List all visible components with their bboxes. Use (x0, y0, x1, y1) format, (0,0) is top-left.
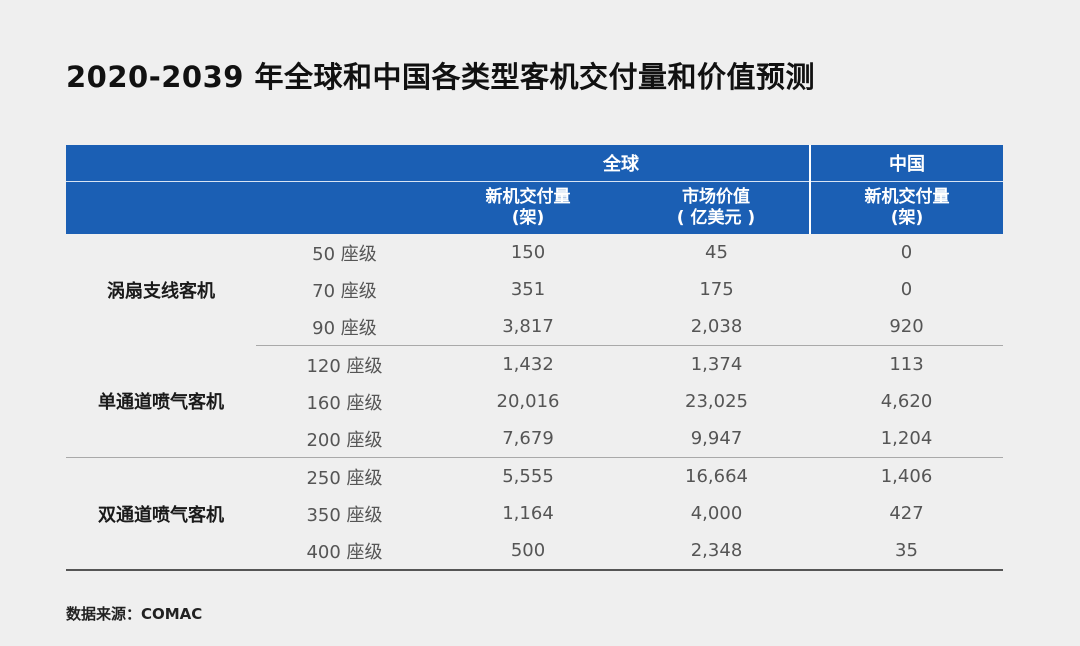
china-deliveries-cell: 1,406 (880, 466, 933, 487)
china-deliveries-cell: 4,620 (880, 391, 933, 412)
global-deliveries-cell: 3,817 (433, 308, 623, 346)
global-deliveries-cell: 7,679 (433, 420, 623, 458)
global-deliveries-cell: 500 (433, 532, 623, 571)
seats-cell: 70 座级 (312, 280, 377, 302)
source-note: 数据来源：COMAC (66, 605, 203, 623)
china-deliveries-cell: 0 (900, 242, 913, 263)
category-cell: 双通道喷气客机 (66, 457, 256, 571)
global-value-cell: 9,947 (623, 420, 810, 458)
table-row: 涡扇支线客机 50 座级 150 45 0 (66, 234, 1003, 302)
seats-cell: 90 座级 (256, 308, 433, 346)
global-deliveries-cell: 20,016 (496, 391, 560, 412)
table-body: 涡扇支线客机 50 座级 150 45 0 70 座级 351 175 0 90… (66, 234, 1003, 571)
header-row-1: 全球 中国 (66, 145, 1003, 182)
seats-cell: 120 座级 (306, 355, 383, 377)
global-value-cell: 2,348 (623, 532, 810, 571)
category-cell: 涡扇支线客机 (107, 280, 215, 302)
seats-cell: 200 座级 (256, 420, 433, 458)
header-blank-cell-2 (66, 181, 433, 234)
global-deliveries-cell: 150 (510, 242, 546, 263)
header-china-deliveries: 新机交付量 (架) (809, 181, 1003, 234)
table-row: 90 座级 3,817 2,038 920 (66, 308, 1003, 346)
header-global-value: 市场价值 ( 亿美元 ) (623, 181, 810, 234)
header-china-deliveries-line1: 新机交付量 (864, 187, 950, 207)
header-global-deliveries-line2: (架) (511, 208, 545, 228)
header-global-deliveries-line1: 新机交付量 (485, 187, 571, 207)
global-value-cell: 23,025 (685, 391, 748, 412)
seats-cell: 350 座级 (306, 504, 383, 526)
global-value-cell: 45 (705, 242, 728, 263)
china-deliveries-cell: 0 (900, 279, 913, 300)
forecast-table-container: 全球 中国 新机交付量 (架) 市场价值 ( 亿美元 ) 新机交付量 (架) (66, 145, 1003, 571)
china-deliveries-cell: 113 (889, 354, 924, 375)
seats-cell: 250 座级 (306, 467, 383, 489)
table-row: 70 座级 351 175 0 (66, 271, 1003, 308)
table-row: 350 座级 1,164 4,000 427 (66, 495, 1003, 532)
header-blank-cell (66, 145, 433, 182)
table-row: 400 座级 500 2,348 35 (66, 532, 1003, 571)
global-value-cell: 175 (699, 279, 734, 300)
seats-cell: 50 座级 (312, 243, 377, 265)
table-row: 200 座级 7,679 9,947 1,204 (66, 420, 1003, 458)
header-global-deliveries: 新机交付量 (架) (433, 181, 623, 234)
header-global: 全球 (433, 145, 810, 182)
category-cell: 单通道喷气客机 (66, 345, 256, 458)
table-row: 双通道喷气客机 250 座级 5,555 16,664 1,406 (66, 457, 1003, 571)
global-value-cell: 2,038 (623, 308, 810, 346)
global-deliveries-cell: 1,164 (502, 503, 554, 524)
page-title: 2020-2039 年全球和中国各类型客机交付量和价值预测 (66, 60, 816, 94)
seats-cell: 400 座级 (256, 532, 433, 571)
global-deliveries-cell: 1,432 (502, 354, 554, 375)
china-deliveries-cell: 1,204 (810, 420, 1003, 458)
china-deliveries-cell: 35 (810, 532, 1003, 571)
global-value-cell: 1,374 (690, 354, 743, 375)
header-china-deliveries-line2: (架) (890, 208, 924, 228)
china-deliveries-cell: 427 (889, 503, 924, 524)
forecast-table: 全球 中国 新机交付量 (架) 市场价值 ( 亿美元 ) 新机交付量 (架) (66, 145, 1003, 571)
global-value-cell: 4,000 (690, 503, 743, 524)
table-row: 单通道喷气客机 120 座级 1,432 1,374 113 (66, 345, 1003, 458)
global-deliveries-cell: 5,555 (502, 466, 554, 487)
header-global-value-line1: 市场价值 (682, 187, 750, 207)
header-global-value-line2: ( 亿美元 ) (676, 208, 756, 228)
header-row-2: 新机交付量 (架) 市场价值 ( 亿美元 ) 新机交付量 (架) (66, 181, 1003, 234)
header-china: 中国 (809, 145, 1003, 182)
table-header: 全球 中国 新机交付量 (架) 市场价值 ( 亿美元 ) 新机交付量 (架) (66, 145, 1003, 234)
global-value-cell: 16,664 (685, 466, 748, 487)
china-deliveries-cell: 920 (810, 308, 1003, 346)
seats-cell: 160 座级 (306, 392, 383, 414)
global-deliveries-cell: 351 (510, 279, 546, 300)
table-row: 160 座级 20,016 23,025 4,620 (66, 383, 1003, 420)
